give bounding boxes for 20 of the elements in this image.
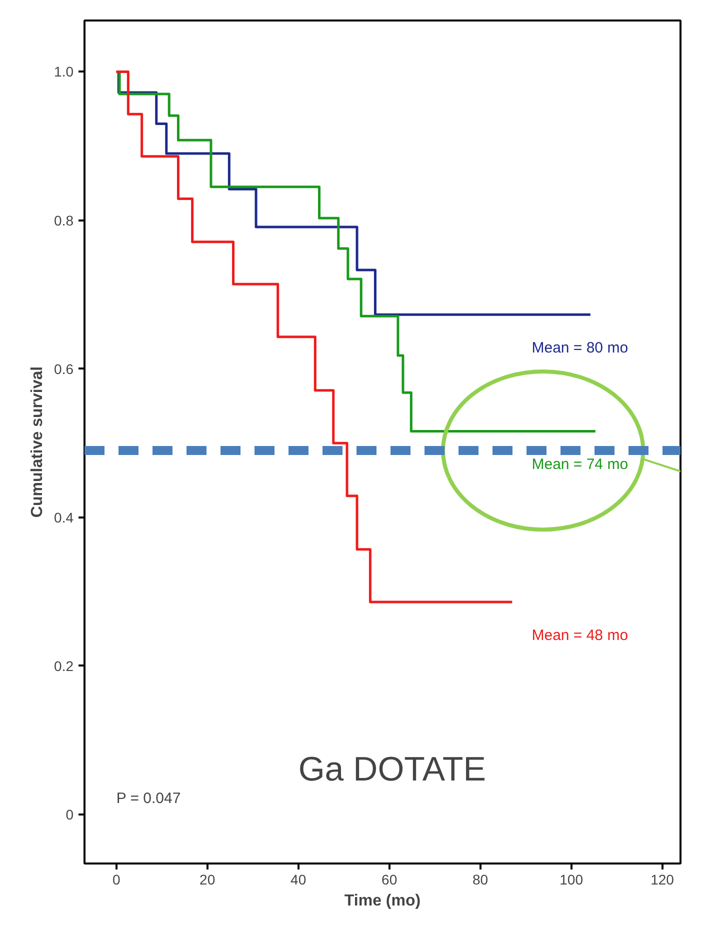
annotation: P = 0.047 bbox=[116, 790, 181, 808]
series-label: Mean = 80 mo bbox=[532, 340, 628, 357]
y-tick-label: 0.2 bbox=[54, 658, 74, 674]
x-axis-title: Time (mo) bbox=[344, 892, 421, 910]
x-tick-label: 120 bbox=[650, 872, 674, 888]
x-tick-label: 20 bbox=[200, 872, 216, 888]
x-tick-label: 40 bbox=[290, 872, 306, 888]
annotation: Ga DOTATE bbox=[298, 750, 486, 788]
y-tick-label: 0.8 bbox=[54, 212, 74, 228]
y-axis-title: Cumulative survival bbox=[29, 366, 46, 518]
y-tick-label: 0.6 bbox=[54, 360, 74, 377]
x-tick-label: 0 bbox=[112, 872, 120, 888]
y-tick-label: 1.0 bbox=[54, 64, 74, 80]
text: Mean = 48 mo bbox=[532, 626, 628, 644]
y-tick-label: 0.4 bbox=[54, 509, 74, 526]
y-tick-label: 0 bbox=[66, 806, 74, 822]
x-tick-label: 80 bbox=[472, 872, 488, 888]
x-tick-label: 60 bbox=[382, 872, 398, 888]
series-label: Mean = 74 mo bbox=[532, 456, 628, 474]
x-tick-label: 100 bbox=[560, 872, 584, 888]
